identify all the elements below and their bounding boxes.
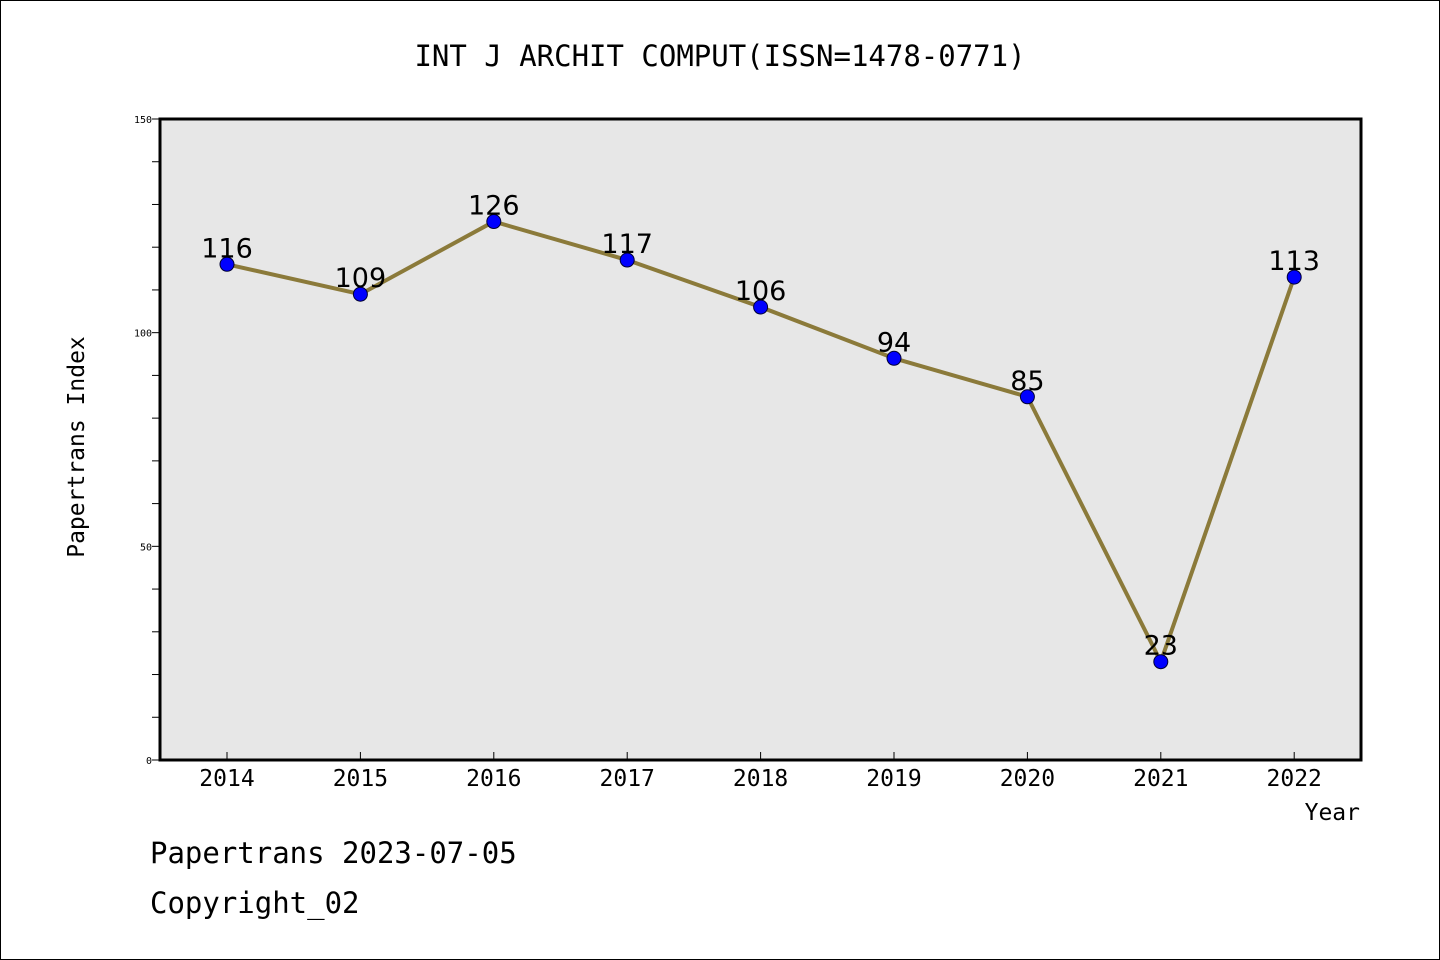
x-tick-label: 2016 — [466, 766, 521, 792]
y-axis-label: Papertrans Index — [64, 336, 90, 558]
data-label: 113 — [1268, 246, 1320, 277]
y-tick-label: 50 — [140, 542, 152, 553]
data-label: 117 — [601, 229, 653, 260]
y-tick-label: 0 — [146, 756, 152, 767]
x-tick-label: 2014 — [199, 766, 254, 792]
data-point — [352, 286, 368, 302]
x-axis: 2014 2015 2016 2017 2018 2019 2020 2021 2022 — [199, 752, 1322, 792]
data-label: 23 — [1144, 631, 1178, 662]
data-label: 94 — [877, 327, 911, 358]
data-markers — [219, 214, 1302, 670]
data-point — [1019, 389, 1035, 405]
data-labels: 116 109 126 117 106 94 85 23 113 — [201, 191, 1320, 662]
data-point — [753, 299, 769, 315]
x-tick-label: 2020 — [1000, 766, 1055, 792]
data-point — [886, 350, 902, 366]
footer-copyright: Copyright_02 — [150, 886, 360, 920]
data-point — [1286, 269, 1302, 285]
data-point — [219, 256, 235, 272]
x-tick-label: 2015 — [333, 766, 388, 792]
y-axis: 0 50 100 150 — [134, 115, 160, 767]
x-tick-label: 2021 — [1133, 766, 1188, 792]
x-tick-label: 2017 — [600, 766, 655, 792]
chart-title: INT J ARCHIT COMPUT(ISSN=1478-0771) — [414, 39, 1025, 73]
data-label: 85 — [1010, 366, 1044, 397]
data-label: 126 — [468, 191, 520, 222]
data-point — [619, 252, 635, 268]
x-axis-label: Year — [1305, 800, 1360, 826]
plot-area — [158, 117, 1363, 762]
data-label: 116 — [201, 233, 253, 264]
y-tick-label: 150 — [134, 115, 152, 126]
y-tick-label: 100 — [134, 329, 152, 340]
x-tick-label: 2022 — [1267, 766, 1322, 792]
data-point — [486, 214, 502, 230]
x-tick-label: 2019 — [866, 766, 921, 792]
footer-date: Papertrans 2023-07-05 — [150, 836, 517, 870]
data-point — [1153, 654, 1169, 670]
data-label: 106 — [735, 276, 787, 307]
x-tick-label: 2018 — [733, 766, 788, 792]
data-label: 109 — [335, 263, 387, 294]
